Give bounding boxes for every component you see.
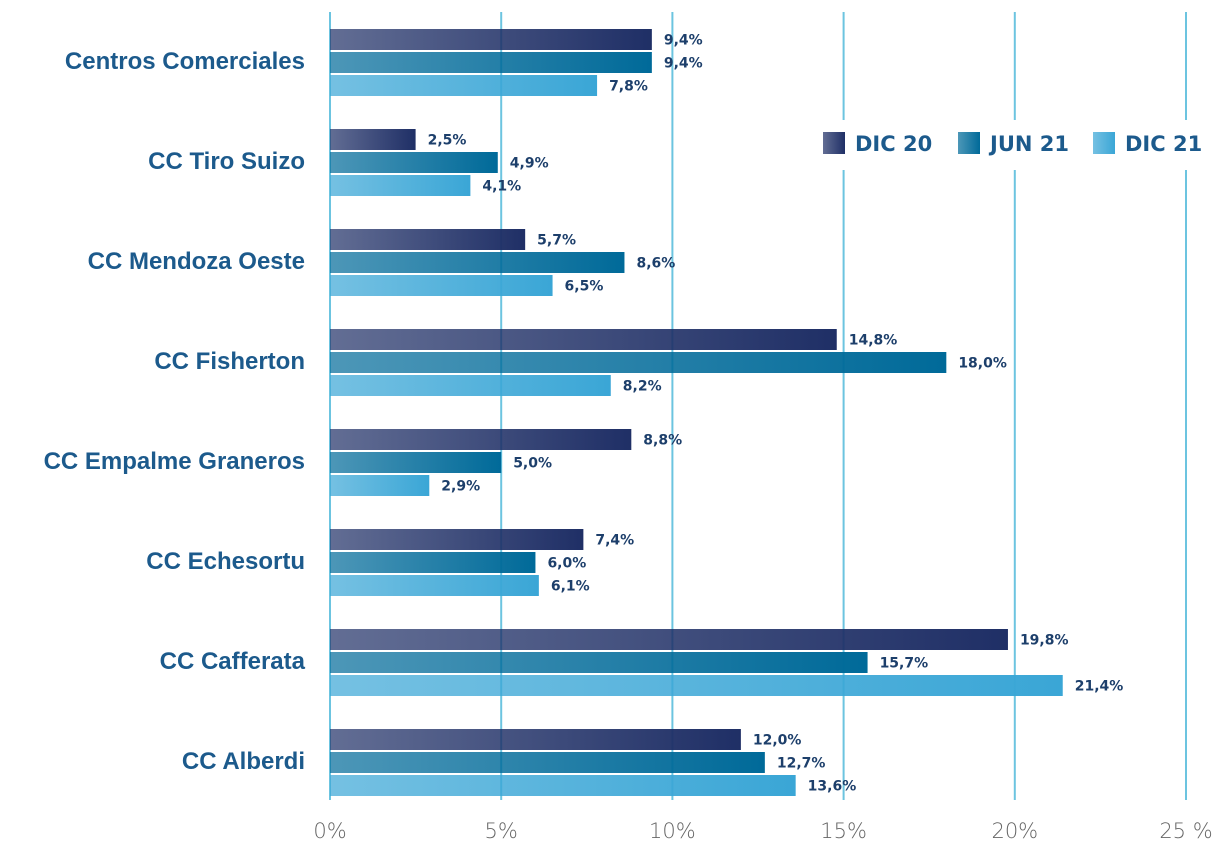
value-label: 2,9% [441,479,480,495]
category-label: CC Cafferata [160,648,306,675]
legend-swatch [823,132,845,154]
bar [330,429,632,450]
x-tick-label: 25 % [1159,819,1212,843]
bar [330,575,539,596]
category-label: CC Empalme Graneros [44,448,305,475]
category-label: CC Alberdi [182,748,305,775]
bar [330,675,1063,696]
value-label: 5,0% [513,456,552,472]
bar [330,552,536,573]
bar [330,329,837,350]
value-label: 15,7% [880,656,929,672]
bar [330,529,584,550]
value-label: 19,8% [1020,633,1069,649]
bar [330,775,796,796]
value-label: 12,7% [777,756,826,772]
value-label: 13,6% [808,779,857,795]
bar [330,352,947,373]
bar [330,129,416,150]
bar [330,29,652,50]
bar [330,375,611,396]
x-tick-label: 20% [991,819,1038,843]
bar [330,252,625,273]
value-label: 4,9% [510,156,549,172]
category-label: CC Echesortu [146,548,305,575]
bar [330,152,498,173]
legend-swatch [958,132,980,154]
bar [330,452,502,473]
value-label: 6,1% [551,579,590,595]
legend-background [810,120,1200,170]
value-label: 8,6% [636,256,675,272]
legend-label: DIC 20 [855,132,932,156]
legend: DIC 20 JUN 21 DIC 21 [810,120,1202,170]
value-label: 7,8% [609,79,648,95]
value-label: 14,8% [849,333,898,349]
value-label: 4,1% [482,179,521,195]
category-label: CC Fisherton [154,348,305,375]
legend-label: JUN 21 [988,132,1069,156]
bar [330,75,598,96]
bar [330,275,553,296]
bar [330,729,741,750]
value-label: 8,8% [643,433,682,449]
value-label: 7,4% [595,533,634,549]
value-label: 18,0% [958,356,1007,372]
value-label: 9,4% [664,56,703,72]
bar [330,175,471,196]
bar [330,475,430,496]
legend-label: DIC 21 [1125,132,1202,156]
category-label: Centros Comerciales [65,48,305,75]
bar [330,752,765,773]
x-tick-label: 10% [649,819,696,843]
legend-swatch [1093,132,1115,154]
bar [330,52,652,73]
x-tick-label: 5% [485,819,518,843]
bar [330,229,526,250]
value-label: 5,7% [537,233,576,249]
value-label: 8,2% [623,379,662,395]
value-label: 12,0% [753,733,802,749]
bar [330,652,868,673]
category-label: CC Tiro Suizo [148,148,305,175]
value-label: 2,5% [428,133,467,149]
x-tick-label: 15% [820,819,867,843]
category-label: CC Mendoza Oeste [88,248,305,275]
bar [330,629,1008,650]
value-label: 6,0% [547,556,586,572]
x-tick-label: 0% [313,819,346,843]
value-label: 9,4% [664,33,703,49]
value-label: 6,5% [565,279,604,295]
value-label: 21,4% [1075,679,1124,695]
